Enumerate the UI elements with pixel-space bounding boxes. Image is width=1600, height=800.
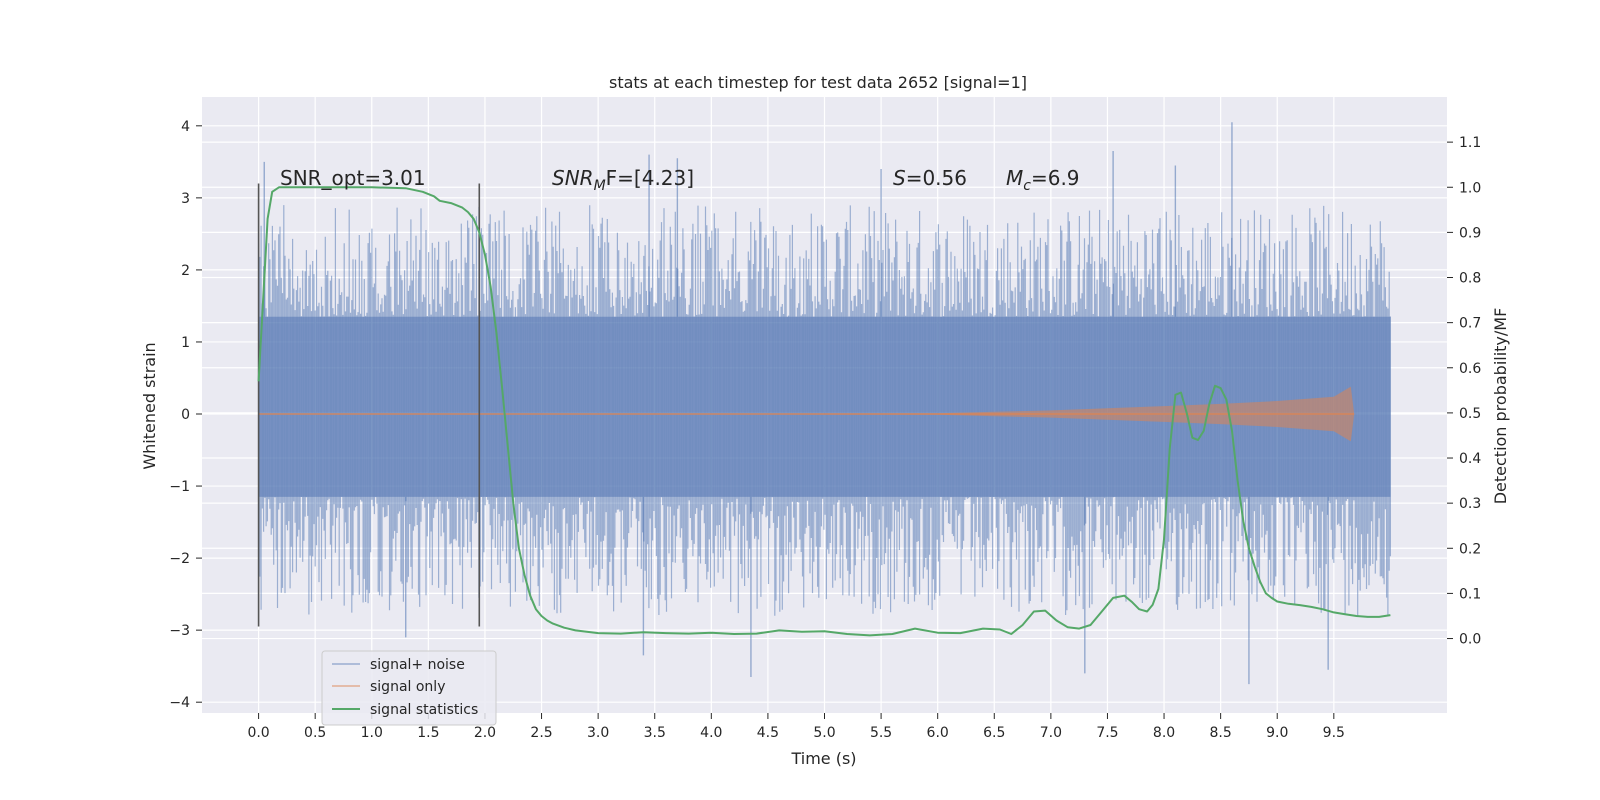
annotation-snr-mf-subscript: M [594, 178, 606, 194]
x-tick-label: 6.0 [927, 725, 949, 741]
y2-tick-label: 0.3 [1459, 496, 1481, 512]
y-tick-label: −4 [169, 695, 190, 711]
x-tick-label: 9.5 [1323, 725, 1345, 741]
y2-axis-ticks: 0.0 0.1 0.2 0.3 0.4 0.5 0.6 0.7 0.8 0.9 1.0 1.1 [1447, 135, 1481, 648]
legend-label-signal-statistics: signal statistics [370, 702, 478, 718]
x-tick-label: 3.5 [644, 725, 666, 741]
y2-axis-label: Detection probability/MF [1491, 308, 1510, 505]
annotation-mc: Mc=6.9 [1006, 166, 1080, 194]
y2-tick-label: 0.5 [1459, 406, 1481, 422]
x-axis-label: Time (s) [790, 749, 856, 768]
signal-only-series [258, 386, 1355, 442]
y-tick-label: 1 [181, 335, 190, 351]
legend-box [321, 650, 497, 726]
annotation-mc-subscript: c [1023, 178, 1031, 194]
x-tick-label: 3.0 [587, 725, 609, 741]
y2-tick-label: 0.8 [1459, 271, 1481, 287]
x-tick-label: 2.0 [474, 725, 496, 741]
annotation-s: S=0.56 [893, 166, 967, 190]
annotation-snr-mf-symbol: SNR [552, 166, 594, 190]
y-tick-label: 2 [181, 263, 190, 279]
y-axis-label: Whitened strain [140, 342, 159, 469]
x-tick-label: 1.0 [361, 725, 383, 741]
y2-tick-label: 0.9 [1459, 225, 1481, 241]
x-tick-label: 5.5 [870, 725, 892, 741]
y2-tick-label: 1.1 [1459, 135, 1481, 151]
y-tick-label: −3 [169, 623, 190, 639]
y-tick-label: 3 [181, 191, 190, 207]
x-tick-label: 1.5 [417, 725, 439, 741]
annotation-snr-mf-value: F=[4.23] [606, 166, 694, 190]
statistics-line [257, 186, 1391, 637]
window-markers [257, 183, 481, 627]
x-tick-label: 9.0 [1266, 725, 1288, 741]
x-tick-label: 8.0 [1153, 725, 1175, 741]
y2-tick-label: 1.0 [1459, 180, 1481, 196]
legend-label-signal-only: signal only [370, 679, 445, 695]
annotation-s-symbol: S [893, 166, 906, 190]
y-axis-ticks: −4 −3 −2 −1 0 1 2 3 4 [169, 119, 202, 711]
chart-title: stats at each timestep for test data 265… [609, 73, 1027, 92]
x-tick-label: 4.5 [757, 725, 779, 741]
y2-tick-label: 0.0 [1459, 632, 1481, 648]
annotation-mc-value: =6.9 [1031, 166, 1080, 190]
x-tick-label: 5.0 [813, 725, 835, 741]
x-axis-ticks: 0.0 0.5 1.0 1.5 2.0 2.5 3.0 3.5 4.0 4.5 5.0 5.5 6.0 6… [247, 713, 1345, 741]
signal-statistics-series [257, 186, 1391, 637]
y2-tick-label: 0.7 [1459, 316, 1481, 332]
y2-tick-label: 0.6 [1459, 361, 1481, 377]
y-tick-label: −2 [169, 551, 190, 567]
x-tick-label: 8.5 [1210, 725, 1232, 741]
x-tick-label: 6.5 [983, 725, 1005, 741]
x-tick-label: 0.5 [304, 725, 326, 741]
annotation-snr-opt: SNR_opt=3.01 [280, 166, 426, 190]
x-tick-label: 7.0 [1040, 725, 1062, 741]
x-tick-label: 4.0 [700, 725, 722, 741]
y-tick-label: −1 [169, 479, 190, 495]
y-tick-label: 4 [181, 119, 190, 135]
y2-tick-label: 0.1 [1459, 586, 1481, 602]
legend-label-signal-plus-noise: signal+ noise [370, 657, 465, 673]
annotation-mc-symbol: M [1006, 166, 1023, 190]
annotation-snr-mf: SNRMF=[4.23] [552, 166, 694, 194]
x-tick-label: 0.0 [247, 725, 269, 741]
legend: signal+ noise signal only signal statist… [321, 650, 497, 726]
y-tick-label: 0 [181, 407, 190, 423]
x-tick-label: 7.5 [1096, 725, 1118, 741]
x-tick-label: 2.5 [530, 725, 552, 741]
y2-tick-label: 0.2 [1459, 541, 1481, 557]
annotation-s-value: =0.56 [906, 166, 967, 190]
y2-tick-label: 0.4 [1459, 451, 1481, 467]
